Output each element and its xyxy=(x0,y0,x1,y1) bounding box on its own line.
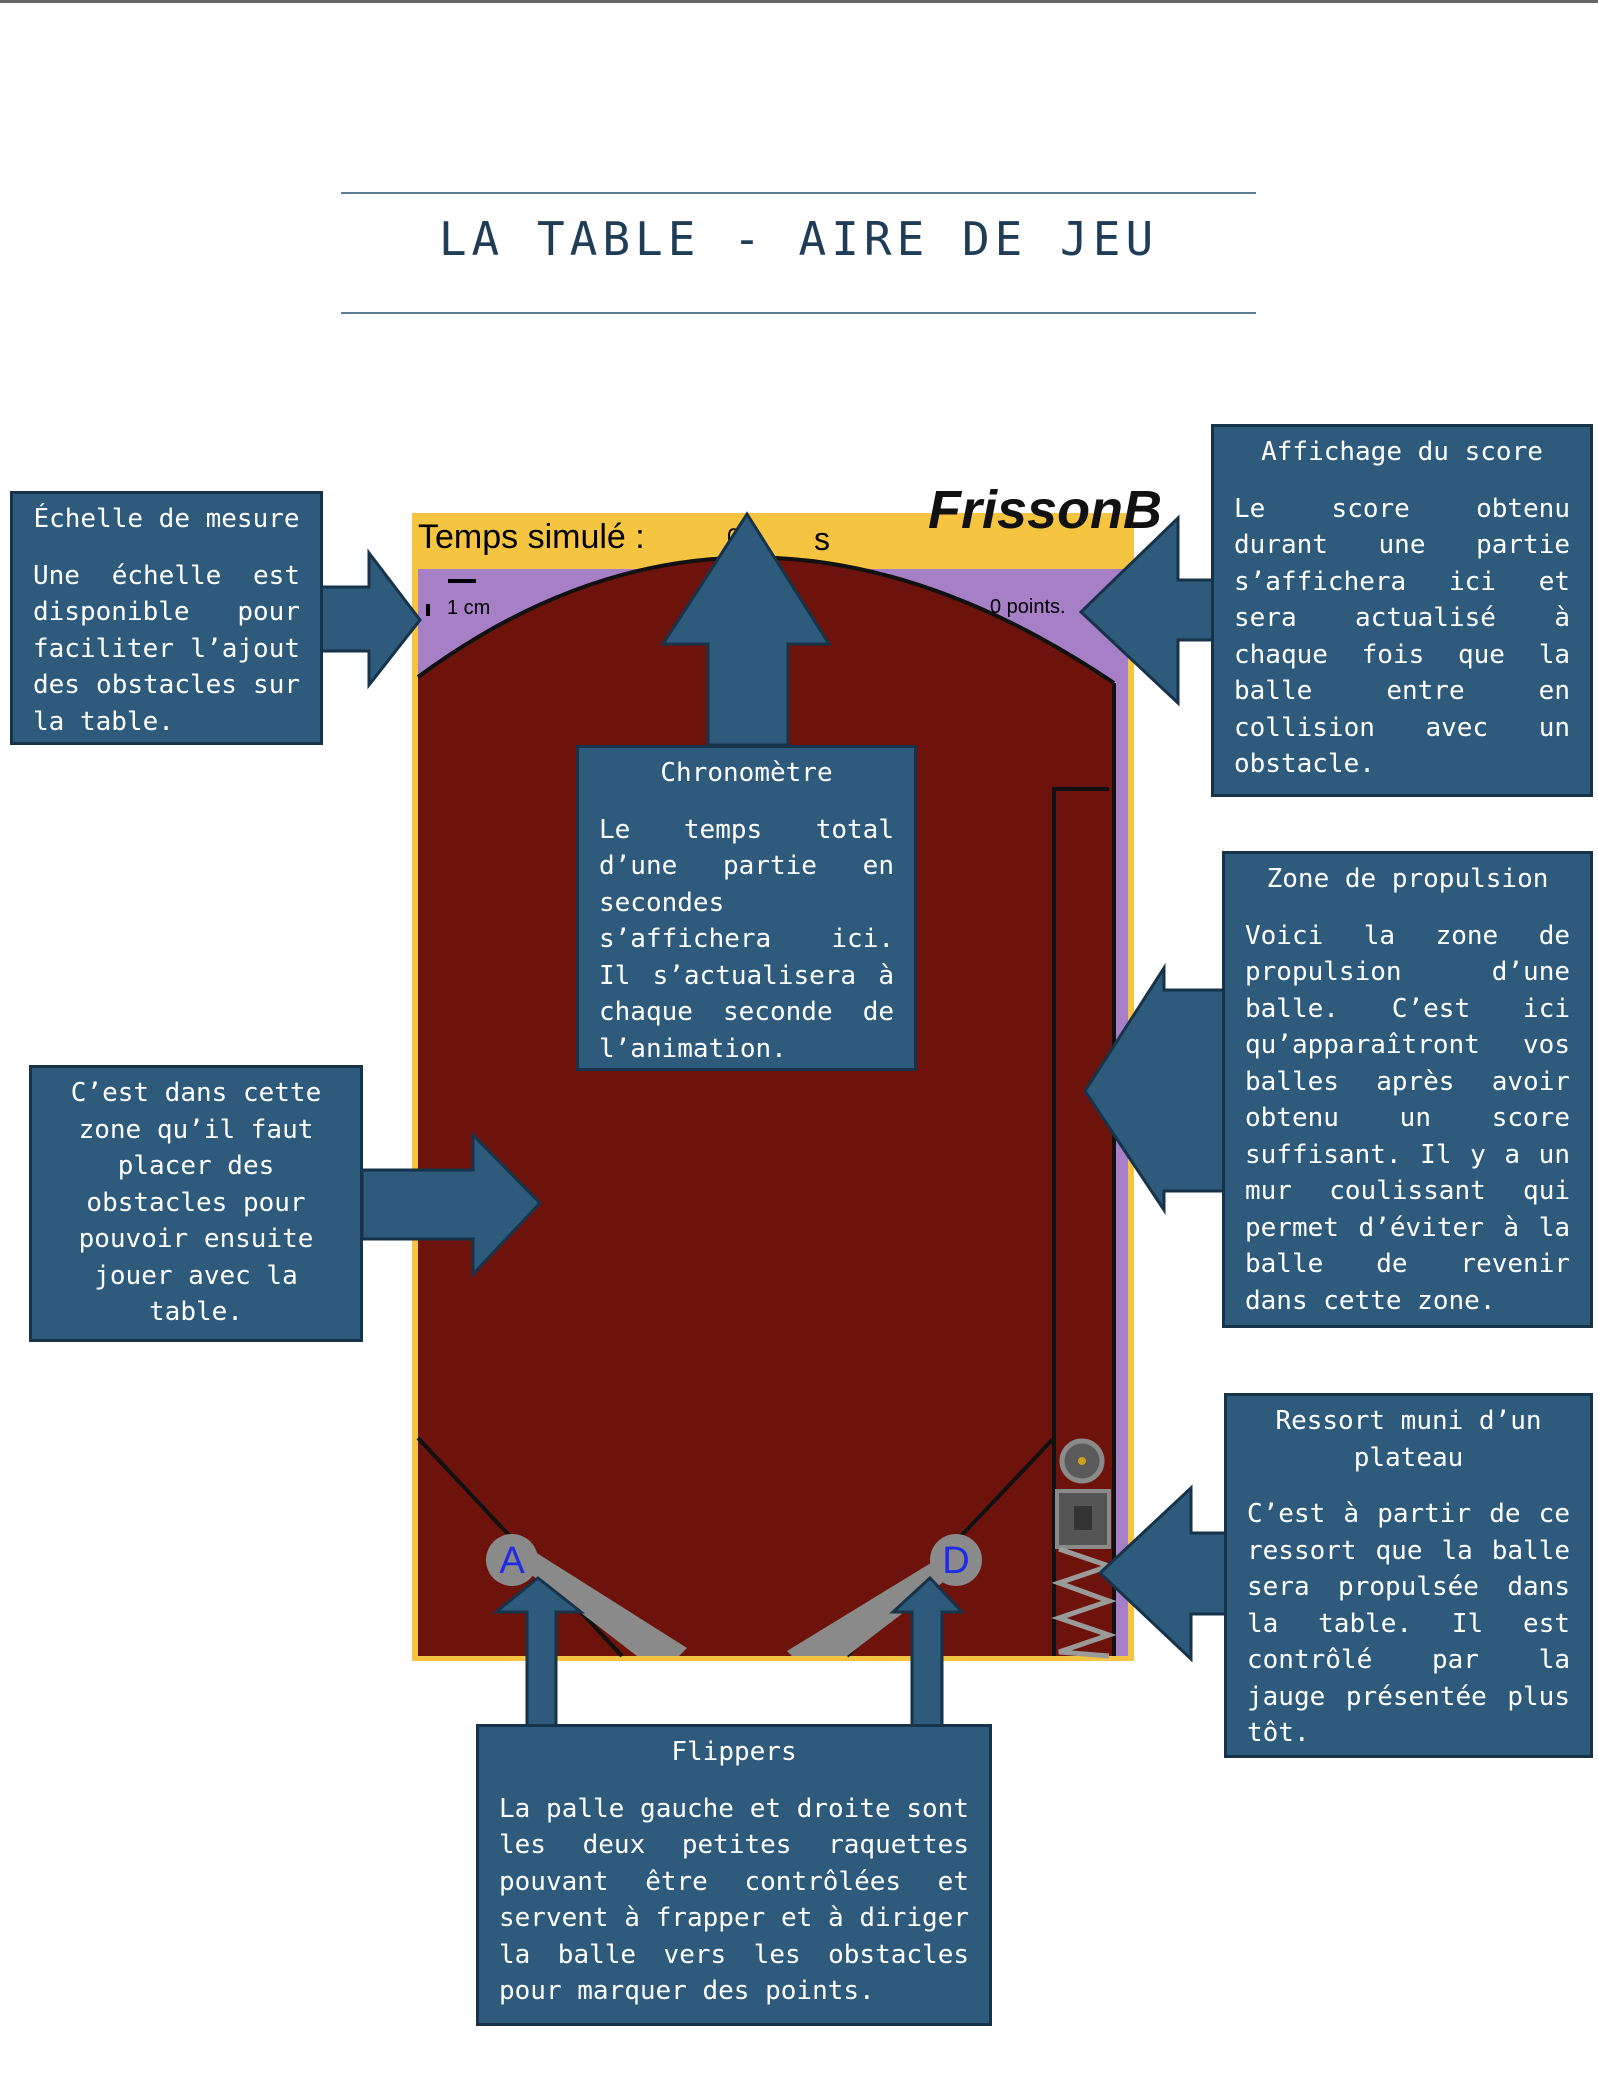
callout-title: Zone de propulsion xyxy=(1266,864,1549,894)
left-flipper[interactable] xyxy=(520,1550,687,1656)
scale-label: 1 cm xyxy=(447,597,490,619)
spring xyxy=(1051,1546,1117,1659)
callout-spring: Ressort muni d’un plateau C’est à partir… xyxy=(1224,1393,1593,1758)
top-rule xyxy=(0,0,1598,3)
spring-plate-center xyxy=(1074,1506,1092,1530)
arrow-propulsion xyxy=(1083,962,1226,1215)
spring-plate[interactable] xyxy=(1055,1489,1111,1549)
callout-body: C’est à partir de ce ressort que la ball… xyxy=(1247,1499,1570,1748)
left-flipper-pivot xyxy=(486,1534,538,1586)
arrow-score xyxy=(1078,514,1215,707)
callout-chrono: Chronomètre Le temps total d’une partie … xyxy=(576,745,917,1071)
callout-flippers: Flippers La palle gauche et droite sont … xyxy=(476,1724,992,2026)
time-label: Temps simulé : xyxy=(418,518,645,556)
arrow-play-area xyxy=(360,1131,543,1278)
arrow-flipper-right xyxy=(889,1575,966,1728)
callout-body: La palle gauche et droite sont les deux … xyxy=(499,1793,969,2007)
callout-title: Échelle de mesure xyxy=(33,504,300,534)
callout-title: Chronomètre xyxy=(660,758,833,788)
title-rule-top xyxy=(341,192,1256,194)
launch-ball-dot xyxy=(1078,1457,1086,1465)
logo-text: FrissonB xyxy=(928,480,1162,540)
time-unit: s xyxy=(814,521,830,557)
right-flipper-key: D xyxy=(942,1540,969,1582)
right-flipper[interactable] xyxy=(787,1550,964,1656)
arrow-spring xyxy=(1097,1484,1228,1663)
arrow-flipper-left xyxy=(491,1576,586,1728)
right-flipper-pivot xyxy=(930,1534,982,1586)
sliding-wall xyxy=(1052,787,1109,1656)
page-title: LA TABLE - AIRE DE JEU xyxy=(438,212,1159,266)
callout-score: Affichage du score Le score obtenu duran… xyxy=(1211,424,1593,797)
callout-body: Le score obtenu durant une partie s’affi… xyxy=(1234,493,1570,780)
left-flipper-key: A xyxy=(499,1540,525,1582)
callout-scale: Échelle de mesure Une échelle est dispon… xyxy=(10,491,323,745)
callout-title: Ressort muni d’un plateau xyxy=(1275,1406,1542,1473)
callout-body: C’est dans cette zone qu’il faut placer … xyxy=(70,1078,322,1327)
callout-body: Voici la zone de propulsion d’une balle.… xyxy=(1245,920,1570,1316)
arrow-scale xyxy=(319,548,422,690)
callout-title: Affichage du score xyxy=(1261,437,1543,467)
callout-body: Le temps total d’une partie en secondes … xyxy=(599,814,894,1064)
score-label: 0 points. xyxy=(990,596,1066,618)
callout-propulsion: Zone de propulsion Voici la zone de prop… xyxy=(1222,851,1593,1328)
callout-play-area: C’est dans cette zone qu’il faut placer … xyxy=(29,1065,363,1342)
title-rule-bottom xyxy=(341,312,1256,314)
callout-title: Flippers xyxy=(671,1737,797,1767)
arrow-chrono xyxy=(660,511,832,747)
callout-body: Une échelle est disponible pour facilite… xyxy=(33,560,300,737)
